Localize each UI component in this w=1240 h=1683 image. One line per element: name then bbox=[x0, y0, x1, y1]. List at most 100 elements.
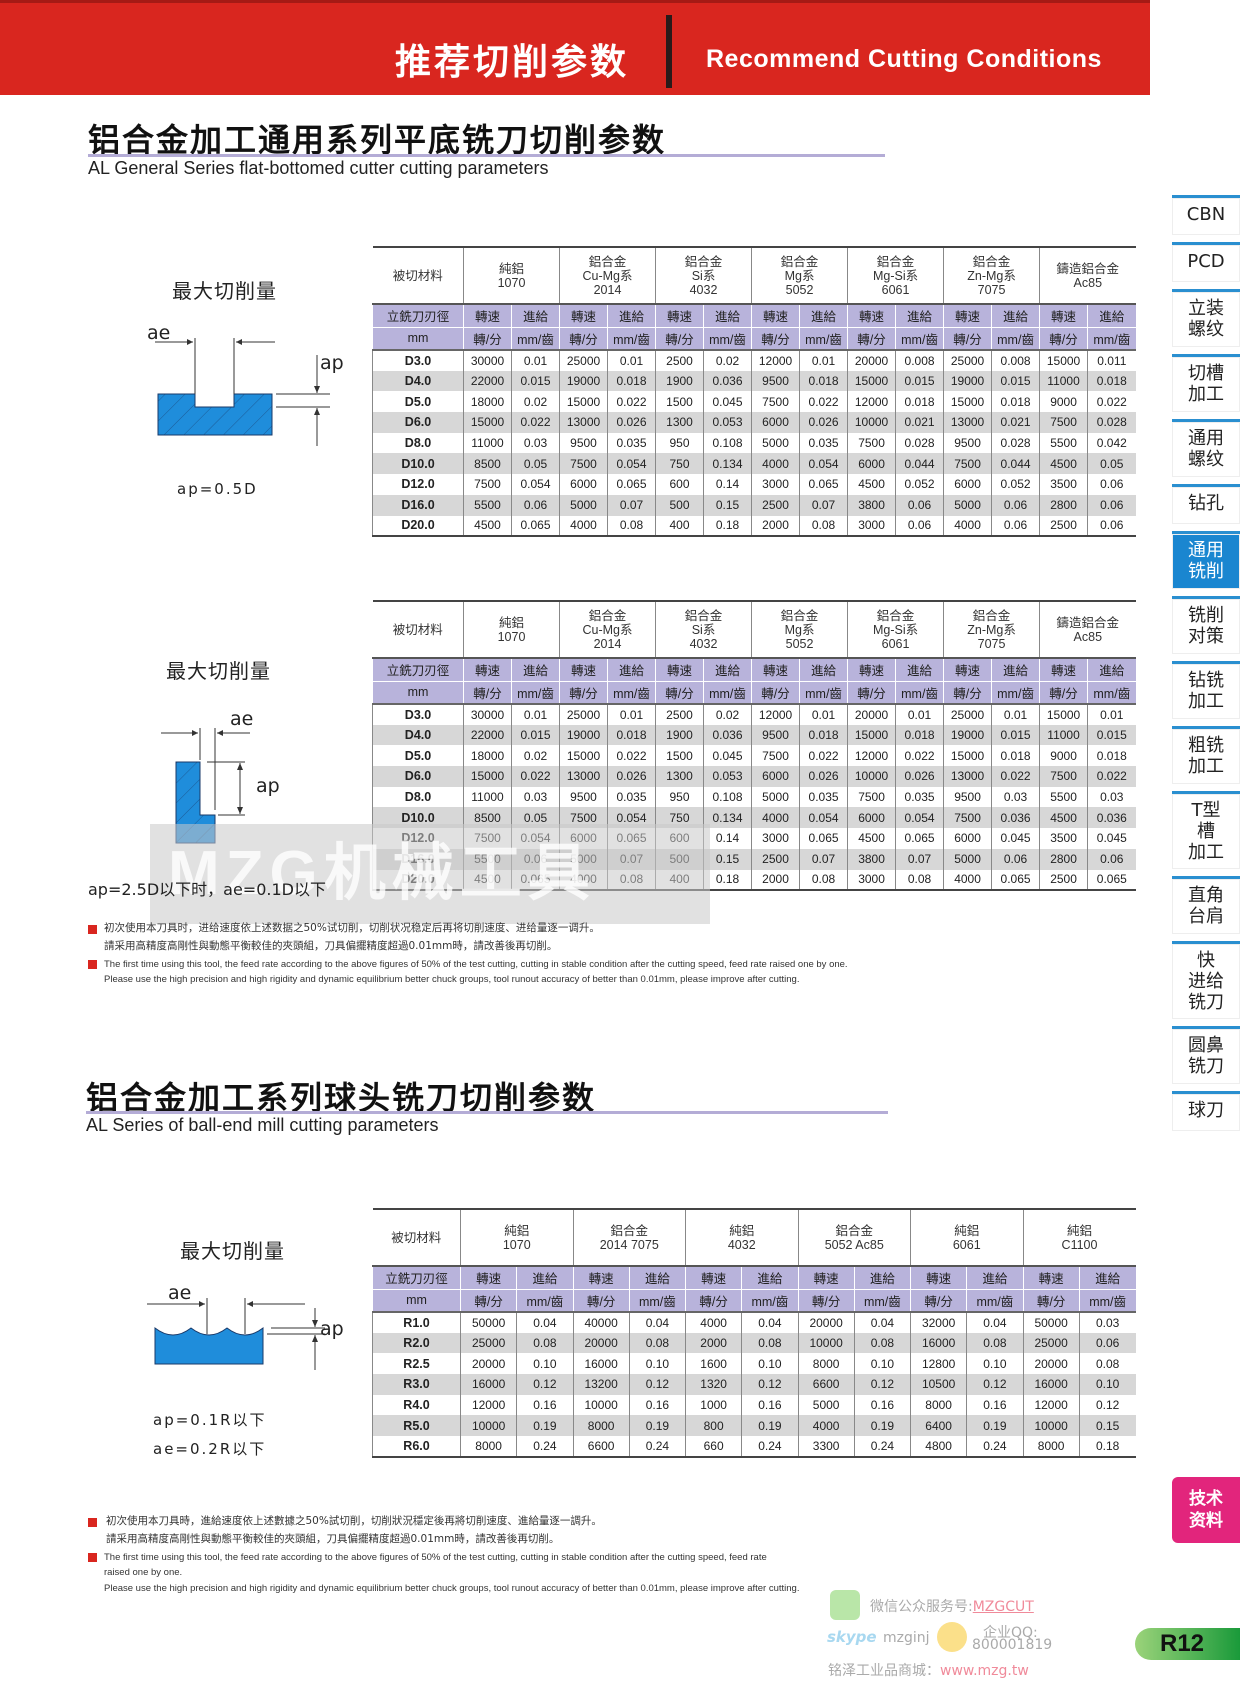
tech-data-tab[interactable]: 技术 资料 bbox=[1172, 1477, 1240, 1543]
feed-value: 0.01 bbox=[1087, 704, 1136, 725]
feed-value: 0.08 bbox=[966, 1332, 1023, 1354]
speed-value: 15000 bbox=[943, 745, 992, 767]
speed-value: 20000 bbox=[797, 1312, 855, 1333]
material-header: 鋁合金 5052 Ac85 bbox=[797, 1209, 911, 1266]
material-header: 純鋁 1070 bbox=[460, 1209, 573, 1266]
feed-value: 0.07 bbox=[895, 848, 944, 870]
feed-value: 0.08 bbox=[1078, 1353, 1136, 1375]
sidebar-item[interactable]: 钻铣 加工 bbox=[1172, 661, 1240, 719]
table-row: R2.0 25000 0.08 20000 0.08 2000 0.08 10000 0.08 1… bbox=[372, 1332, 1136, 1354]
speed-value: 4500 bbox=[1039, 453, 1088, 475]
speed-value: 18000 bbox=[463, 391, 512, 413]
speed-value: 50000 bbox=[1022, 1312, 1080, 1333]
speed-value: 10000 bbox=[1022, 1415, 1080, 1437]
feed-unit: mm/齒 bbox=[853, 1289, 911, 1313]
feed-value: 0.12 bbox=[516, 1374, 573, 1395]
speed-value: 8000 bbox=[1022, 1436, 1080, 1457]
material-line: 鋁合金 bbox=[684, 254, 723, 269]
feed-value: 0.08 bbox=[799, 515, 848, 537]
feed-unit: mm/齒 bbox=[516, 1289, 573, 1313]
sidebar-item[interactable]: 切槽 加工 bbox=[1172, 354, 1240, 412]
tool-size: D8.0 bbox=[372, 432, 464, 454]
tool-size: R3.0 bbox=[372, 1374, 461, 1395]
feed-value: 0.018 bbox=[991, 391, 1040, 413]
wechat-info: 微信公众服务号:MZGCUT bbox=[870, 1596, 1034, 1616]
sidebar-item[interactable]: 粗铣 加工 bbox=[1172, 726, 1240, 784]
sidebar-item[interactable]: 快 进给 铣刀 bbox=[1172, 941, 1240, 1019]
material-line: Si系 bbox=[691, 268, 716, 283]
sidebar-item[interactable]: 直角 台肩 bbox=[1172, 876, 1240, 934]
sidebar-item[interactable]: 钻孔 bbox=[1172, 484, 1240, 524]
feed-value: 0.036 bbox=[703, 724, 752, 746]
feed-value: 0.19 bbox=[741, 1415, 798, 1437]
speed-value: 660 bbox=[684, 1436, 742, 1457]
material-line: 5052 bbox=[785, 636, 814, 651]
speed-unit: 轉/分 bbox=[797, 1289, 855, 1313]
watermark: MZG机械工具 bbox=[150, 824, 710, 924]
feed-value: 0.08 bbox=[606, 515, 656, 537]
speed-value: 10000 bbox=[847, 412, 896, 433]
speed-value: 1500 bbox=[655, 391, 704, 413]
material-line: 鋁合金 bbox=[835, 1223, 873, 1238]
feed-value: 0.10 bbox=[628, 1353, 686, 1375]
speed-value: 12000 bbox=[751, 704, 800, 725]
shop-url[interactable]: www.mzg.tw bbox=[940, 1663, 1029, 1679]
feed-value: 0.035 bbox=[606, 786, 656, 808]
speed-value: 13000 bbox=[943, 412, 992, 433]
speed-value: 8000 bbox=[572, 1415, 630, 1437]
material-line: 2014 7075 bbox=[599, 1237, 659, 1252]
unit-label: mm bbox=[372, 327, 464, 351]
feed-value: 0.108 bbox=[703, 786, 752, 808]
speed-value: 2500 bbox=[1039, 515, 1088, 537]
speed-unit: 轉/分 bbox=[751, 327, 800, 351]
feed-value: 0.06 bbox=[991, 515, 1040, 537]
feed-value: 0.03 bbox=[1087, 786, 1136, 808]
material-header: 鋁合金 Cu-Mg系 2014 bbox=[558, 247, 656, 304]
speed-value: 6000 bbox=[943, 474, 992, 495]
material-line: 純鋁 bbox=[504, 1223, 530, 1238]
speed-value: 1500 bbox=[655, 745, 704, 767]
feed-value: 0.036 bbox=[1087, 807, 1136, 829]
sidebar-item[interactable]: 球刀 bbox=[1172, 1091, 1240, 1131]
speed-header: 轉速 bbox=[559, 303, 608, 328]
feed-value: 0.015 bbox=[991, 370, 1040, 392]
sidebar-item[interactable]: 圆鼻 铣刀 bbox=[1172, 1026, 1240, 1084]
sidebar-item[interactable]: CBN bbox=[1172, 195, 1240, 235]
speed-value: 15000 bbox=[559, 745, 608, 767]
material-line: Mg-Si系 bbox=[872, 622, 919, 637]
feed-value: 0.054 bbox=[799, 807, 848, 829]
feed-value: 0.022 bbox=[799, 391, 848, 413]
speed-value: 50000 bbox=[459, 1312, 517, 1333]
speed-value: 1900 bbox=[655, 370, 704, 392]
feed-value: 0.01 bbox=[991, 704, 1040, 725]
speed-value: 25000 bbox=[943, 704, 992, 725]
diagram1-title: 最大切削量 bbox=[172, 279, 277, 303]
banner-title-en: Recommend Cutting Conditions bbox=[706, 45, 1102, 73]
wechat-id[interactable]: MZGCUT bbox=[972, 1599, 1034, 1615]
speed-value: 2500 bbox=[655, 350, 704, 371]
material-line: 鋁合金 bbox=[588, 608, 627, 623]
sidebar-item[interactable]: PCD bbox=[1172, 242, 1240, 282]
sidebar-item[interactable]: 通用 螺纹 bbox=[1172, 419, 1240, 477]
speed-value: 19000 bbox=[943, 370, 992, 392]
sidebar-item[interactable]: 铣削 对策 bbox=[1172, 596, 1240, 654]
sidebar-item[interactable]: T型 槽 加工 bbox=[1172, 791, 1240, 869]
feed-value: 0.065 bbox=[606, 474, 656, 495]
feed-value: 0.02 bbox=[703, 704, 752, 725]
feed-value: 0.05 bbox=[511, 807, 560, 829]
speed-value: 9500 bbox=[751, 724, 800, 746]
feed-value: 0.011 bbox=[1087, 350, 1136, 371]
sidebar-item[interactable]: 通用 铣削 bbox=[1172, 531, 1240, 589]
section1-title: 铝合金加工通用系列平底铣刀切削参数 bbox=[88, 121, 667, 159]
speed-value: 19000 bbox=[943, 724, 992, 746]
note-bullet bbox=[88, 925, 97, 934]
feed-value: 0.12 bbox=[1078, 1394, 1136, 1416]
speed-value: 9000 bbox=[1039, 745, 1088, 767]
speed-value: 12000 bbox=[847, 391, 896, 413]
diameter-label: 立銑刀刃徑 bbox=[372, 657, 464, 682]
speed-unit: 轉/分 bbox=[459, 1289, 517, 1313]
sidebar-item[interactable]: 立装 螺纹 bbox=[1172, 289, 1240, 347]
feed-value: 0.19 bbox=[966, 1415, 1023, 1437]
speed-unit: 轉/分 bbox=[559, 327, 608, 351]
